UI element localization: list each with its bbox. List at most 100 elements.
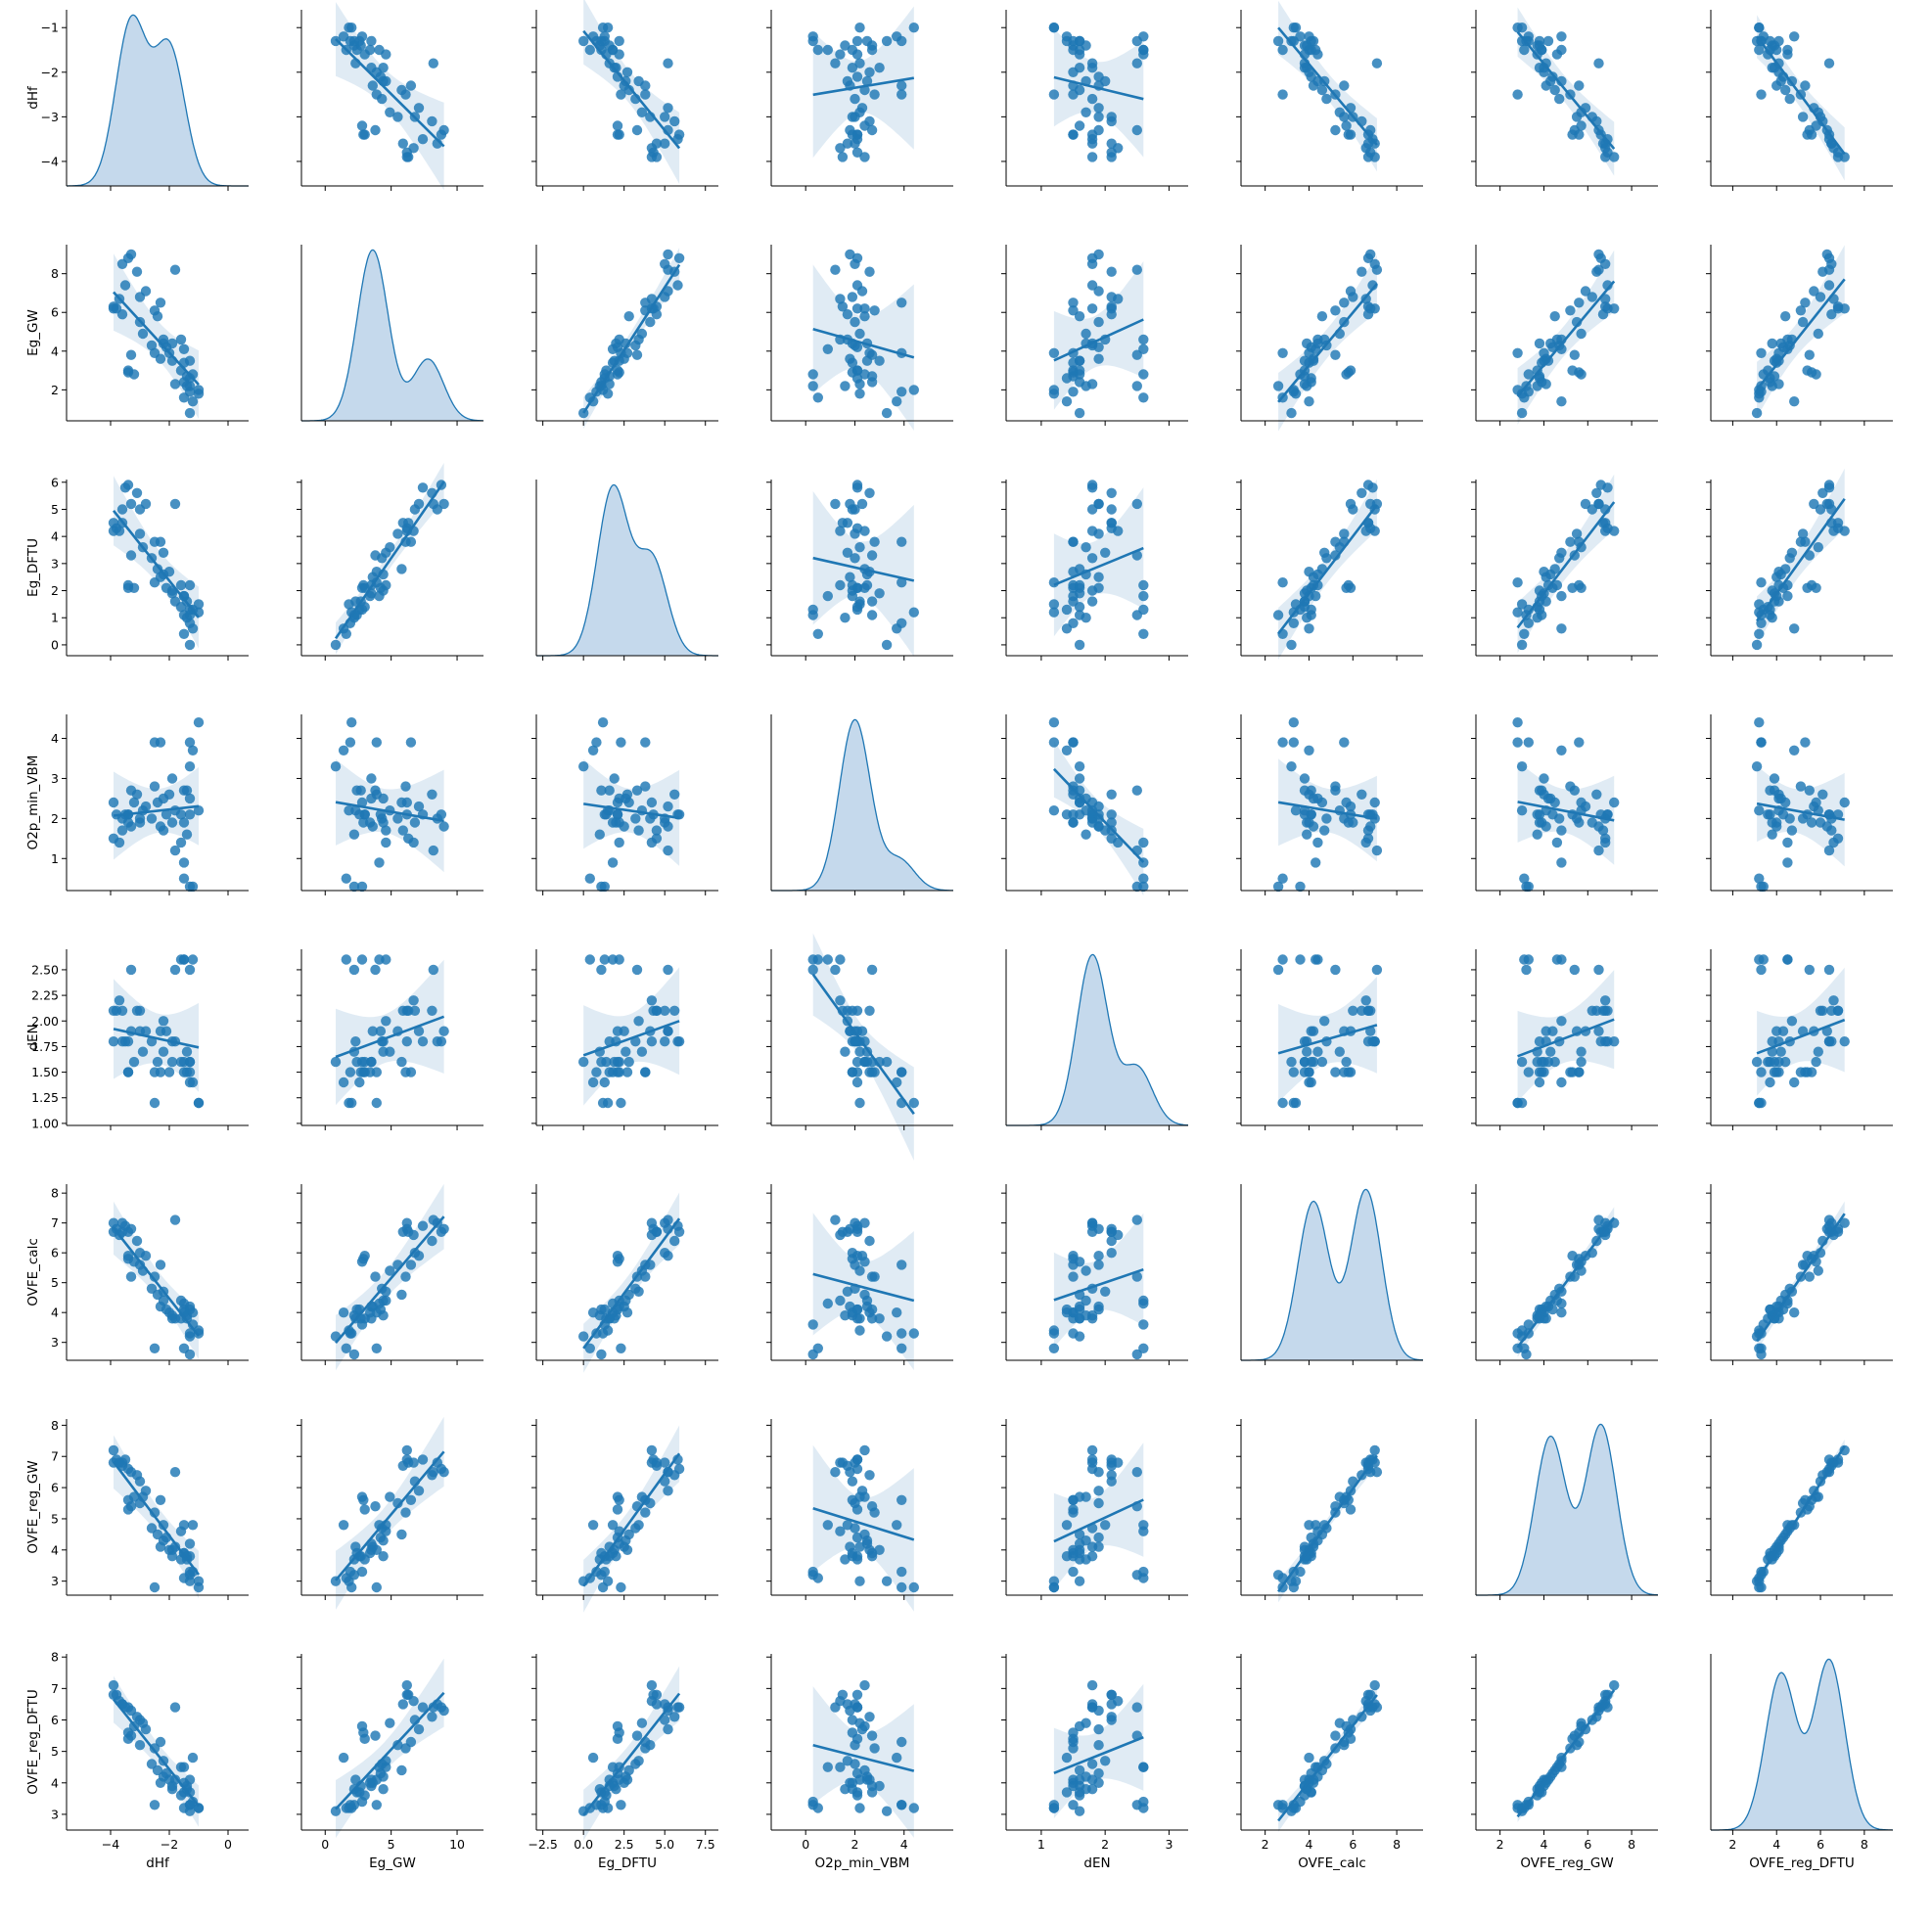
scatter-point xyxy=(338,1077,349,1088)
scatter-point xyxy=(1048,23,1060,33)
scatter-point xyxy=(114,995,125,1006)
regression-line xyxy=(113,1028,200,1049)
regression-line xyxy=(811,973,915,1115)
scatter-point xyxy=(1839,1036,1850,1047)
scatter-point xyxy=(149,1507,161,1518)
y-tick-label: 2.00 xyxy=(31,1014,59,1029)
scatter-point xyxy=(155,1494,166,1506)
scatter-point xyxy=(1272,964,1284,976)
scatter-point xyxy=(338,1307,349,1318)
scatter-point xyxy=(1299,1067,1311,1077)
scatter-point xyxy=(1519,873,1530,884)
regression-line xyxy=(1277,1024,1378,1055)
scatter-point xyxy=(633,1756,644,1766)
scatter-point xyxy=(807,1319,818,1330)
scatter-point xyxy=(897,80,907,91)
scatter-point xyxy=(1574,737,1585,748)
scatter-point xyxy=(356,604,368,616)
scatter-point xyxy=(847,1777,858,1789)
scatter-point xyxy=(193,1581,205,1593)
panel-dEN-vs-dEN xyxy=(1005,949,1188,1130)
scatter-point xyxy=(428,58,438,69)
scatter-point xyxy=(614,1774,624,1785)
scatter-point xyxy=(175,579,187,591)
regression-line xyxy=(1756,35,1846,156)
scatter-point xyxy=(1304,1520,1314,1531)
scatter-point xyxy=(356,881,368,893)
x-tick-label: 5.0 xyxy=(655,1837,674,1852)
scatter-point xyxy=(854,542,865,553)
scatter-point xyxy=(1539,773,1549,784)
scatter-point xyxy=(596,881,607,893)
x-tick-label: 8 xyxy=(1628,1837,1635,1852)
scatter-point xyxy=(1551,837,1563,848)
scatter-point xyxy=(1074,761,1085,772)
scatter-point xyxy=(1304,396,1314,407)
scatter-point xyxy=(881,1331,893,1342)
scatter-point xyxy=(1556,1298,1567,1309)
panel-OVFE_calc-vs-OVFE_reg_DFTU xyxy=(1706,1184,1893,1365)
scatter-point xyxy=(413,801,425,812)
scatter-point xyxy=(1068,1566,1079,1578)
scatter-point xyxy=(356,1491,368,1502)
scatter-point xyxy=(1512,23,1523,33)
x-tick-label: 1 xyxy=(1037,1837,1045,1852)
scatter-point xyxy=(1551,334,1563,345)
scatter-point xyxy=(663,964,673,976)
scatter-point xyxy=(178,392,190,403)
scatter-point xyxy=(822,954,833,965)
scatter-point xyxy=(1304,817,1314,828)
scatter-point xyxy=(178,1343,190,1354)
scatter-point xyxy=(184,579,196,591)
y-tick-label: 7 xyxy=(51,1215,59,1230)
scatter-point xyxy=(1565,1067,1576,1077)
scatter-point xyxy=(1797,112,1809,122)
scatter-point xyxy=(607,1762,619,1772)
scatter-point xyxy=(908,607,919,618)
scatter-point xyxy=(1138,1319,1149,1330)
scatter-point xyxy=(842,518,853,528)
panel-dEN-vs-Eg_GW xyxy=(297,949,483,1130)
scatter-point xyxy=(155,1067,166,1077)
scatter-point xyxy=(1587,817,1598,828)
scatter-point xyxy=(1299,773,1311,784)
scatter-point xyxy=(1106,487,1117,498)
scatter-point xyxy=(134,528,146,539)
scatter-point xyxy=(1086,1774,1098,1785)
scatter-point xyxy=(1081,829,1091,840)
scatter-point xyxy=(356,1796,368,1808)
scatter-point xyxy=(417,1036,429,1047)
scatter-point xyxy=(1754,717,1765,728)
panel-OVFE_calc-vs-dHf: 3 4 5 6 7 8 xyxy=(51,1184,249,1365)
y-tick-label: 1.50 xyxy=(31,1065,59,1079)
regression-line xyxy=(1516,1216,1616,1349)
scatter-point xyxy=(1523,1067,1535,1077)
scatter-point xyxy=(1811,369,1821,380)
scatter-point xyxy=(181,785,193,796)
kde-line xyxy=(536,483,718,657)
scatter-point xyxy=(1534,338,1545,349)
scatter-point xyxy=(1068,1328,1079,1339)
y-tick-label: 3 xyxy=(51,771,59,786)
scatter-point xyxy=(354,1077,365,1088)
scatter-point xyxy=(1371,1467,1383,1478)
scatter-point xyxy=(1100,1520,1111,1531)
scatter-point xyxy=(1523,369,1535,380)
scatter-point xyxy=(364,1547,376,1559)
scatter-point xyxy=(364,1067,376,1077)
scatter-point xyxy=(175,809,187,820)
scatter-point xyxy=(859,1720,870,1732)
scatter-point xyxy=(1597,309,1609,320)
scatter-point xyxy=(651,152,663,162)
scatter-point xyxy=(619,821,629,832)
scatter-point xyxy=(1316,1056,1328,1068)
scatter-point xyxy=(851,373,863,384)
regression-line xyxy=(812,1272,915,1303)
panel-OVFE_reg_GW-vs-O2p_min_VBM xyxy=(766,1419,953,1612)
panel-OVFE_calc-vs-OVFE_calc xyxy=(1240,1184,1424,1365)
scatter-point xyxy=(1580,498,1591,510)
panel-Eg_DFTU-vs-OVFE_calc xyxy=(1236,479,1423,661)
scatter-point xyxy=(155,1736,166,1748)
scatter-point xyxy=(348,1349,360,1360)
